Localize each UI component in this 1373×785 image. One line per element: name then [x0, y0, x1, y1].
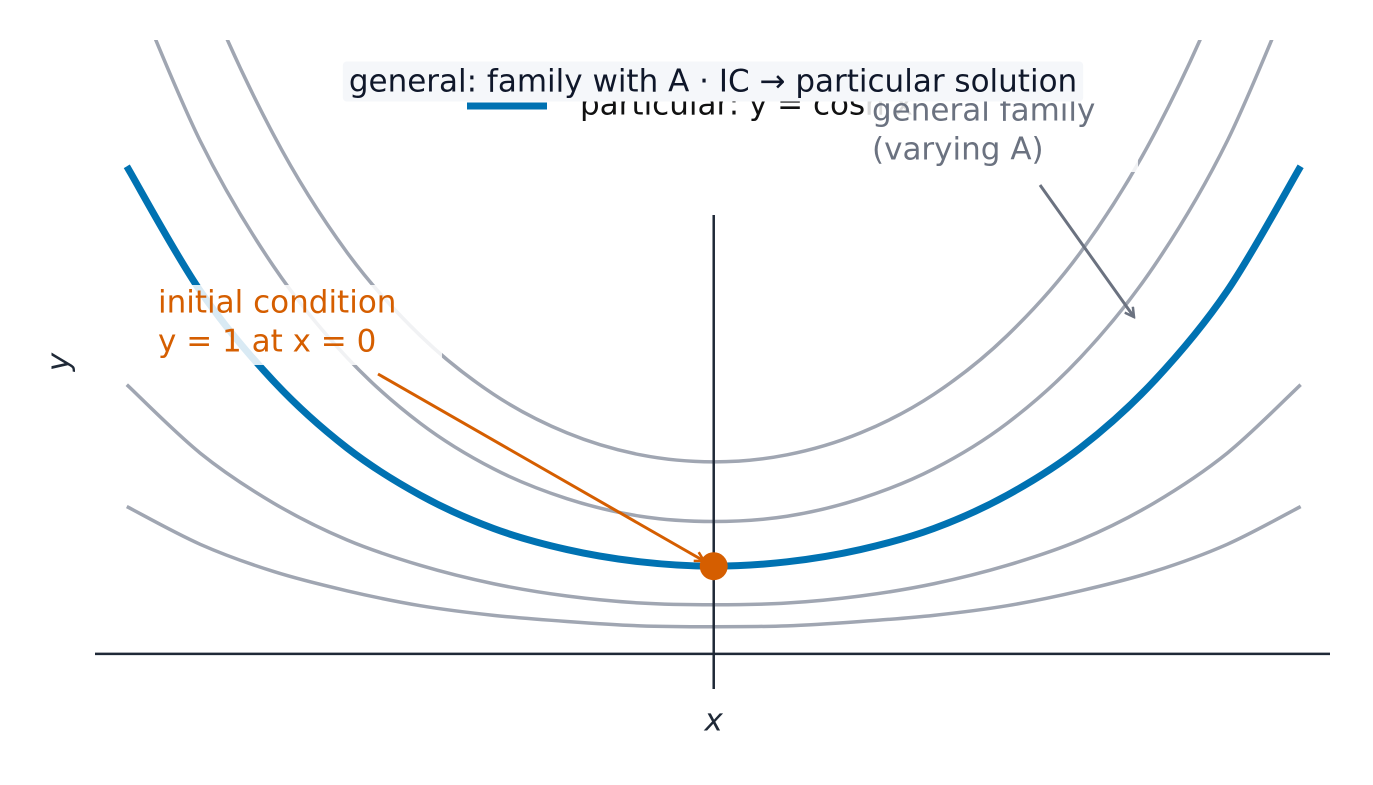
annotation-text: initial condition: [158, 285, 396, 321]
y-axis-label: y: [41, 352, 77, 372]
annotation-text: (varying A): [872, 132, 1044, 168]
annotation-arrow: [1038, 184, 1134, 317]
annotation-text: y = 1 at x = 0: [158, 324, 376, 360]
annotation-arrow: [377, 372, 704, 563]
annotation-bg: [152, 285, 442, 365]
chart-title: general: family with A · IC → particular…: [349, 64, 1077, 100]
initial-point: [699, 552, 728, 581]
title-box: [342, 61, 1084, 102]
x-axis-label: x: [704, 703, 724, 739]
annotation-bg: [868, 92, 1138, 172]
